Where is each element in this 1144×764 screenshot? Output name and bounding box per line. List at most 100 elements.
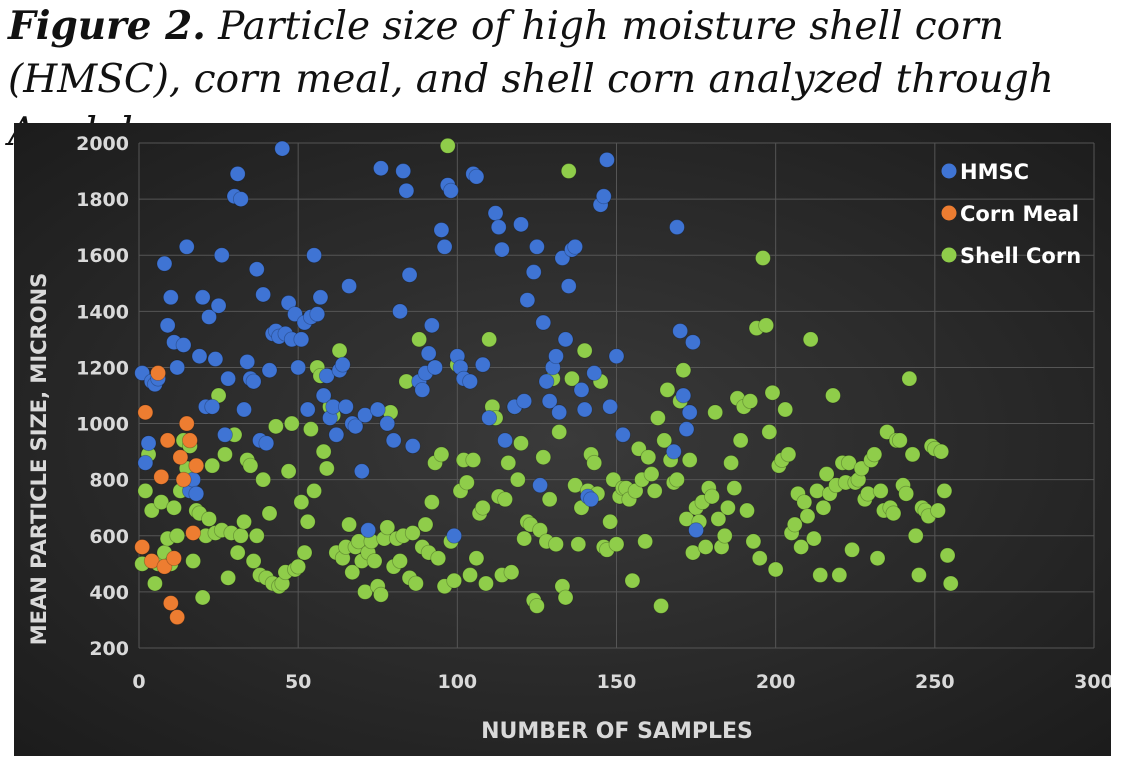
hmsc-point	[385, 432, 402, 449]
hmsc-point	[468, 168, 485, 185]
hmsc-point	[548, 348, 564, 365]
shell-corn-point	[891, 432, 908, 449]
shell-corn-point	[465, 452, 482, 468]
corn-meal-point	[182, 432, 198, 449]
shell-corn-point	[267, 418, 284, 435]
hmsc-point	[423, 317, 440, 334]
hmsc-point	[608, 348, 625, 365]
hmsc-point	[573, 381, 590, 398]
shell-corn-point	[446, 572, 463, 589]
tick-label-layer: 200 400 600 800 1000 1200 1400 1600 1800 2000 0 50 1…	[76, 133, 1111, 693]
shell-corn-point	[417, 516, 434, 533]
hmsc-point	[175, 337, 192, 353]
shell-corn-point	[439, 137, 456, 154]
shell-corn-point	[567, 477, 584, 494]
hmsc-point	[353, 463, 370, 480]
shell-corn-point	[659, 381, 676, 398]
shell-corn-point	[933, 443, 950, 460]
shell-corn-point	[423, 494, 440, 511]
shell-corn-point	[755, 250, 771, 266]
hmsc-point	[379, 415, 396, 432]
corn-meal-point	[143, 553, 160, 569]
hmsc-point	[191, 348, 208, 365]
legend: HMSC Corn Meal Shell Corn	[941, 160, 1081, 268]
hmsc-point	[567, 238, 584, 255]
hmsc-point	[217, 426, 233, 443]
shell-corn-point	[656, 432, 673, 449]
shell-corn-point	[497, 491, 513, 508]
shell-corn-point	[653, 598, 669, 614]
hmsc-point	[255, 286, 272, 303]
shell-corn-point	[481, 331, 498, 348]
x-tick-label: 150	[597, 671, 637, 693]
shell-corn-point	[869, 550, 886, 567]
corn-meal-point	[169, 609, 186, 626]
hmsc-point	[239, 353, 256, 370]
shell-corn-point	[551, 424, 568, 440]
shell-corn-point	[229, 544, 246, 561]
shell-corn-point	[720, 499, 736, 516]
shell-corn-point	[411, 331, 428, 348]
shell-corn-point	[236, 513, 252, 530]
hmsc-point	[213, 247, 230, 264]
hmsc-point	[681, 404, 698, 421]
shell-corn-point	[799, 508, 816, 525]
hmsc-point	[535, 314, 552, 331]
shell-corn-point	[637, 533, 654, 550]
shell-corn-point	[907, 527, 924, 544]
shell-corn-point	[564, 370, 580, 387]
shell-corn-point	[793, 539, 810, 555]
hmsc-point	[261, 362, 278, 379]
shell-corn-point	[516, 530, 533, 547]
hmsc-point	[462, 373, 478, 390]
legend-marker-hmsc	[941, 163, 957, 179]
shell-corn-point	[318, 460, 335, 477]
legend-label-shell-corn: Shell Corn	[960, 244, 1081, 268]
hmsc-point	[529, 238, 545, 255]
hmsc-point	[688, 522, 704, 539]
hmsc-point	[576, 401, 593, 418]
hmsc-point	[487, 205, 504, 222]
shell-corn-point	[560, 163, 577, 179]
hmsc-point	[513, 216, 529, 233]
y-tick-label: 1200	[76, 357, 129, 379]
shell-corn-point	[548, 536, 564, 553]
shell-corn-point	[586, 454, 603, 471]
shell-corn-point	[761, 424, 778, 440]
hmsc-point	[220, 370, 237, 387]
series-corn-meal	[134, 365, 205, 626]
shell-corn-point	[201, 511, 217, 527]
hmsc-point	[360, 522, 377, 539]
hmsc-point	[341, 278, 358, 294]
shell-corn-point	[242, 457, 259, 474]
shell-corn-point	[646, 482, 663, 499]
data-point-layer	[134, 137, 959, 626]
hmsc-point	[427, 359, 443, 376]
shell-corn-point	[815, 499, 832, 516]
hmsc-point	[236, 401, 252, 418]
shell-corn-point	[293, 494, 310, 511]
scatter-chart: 200 400 600 800 1000 1200 1400 1600 1800 2000 0 50 1…	[14, 123, 1111, 756]
shell-corn-point	[911, 567, 927, 583]
y-tick-label: 1600	[76, 245, 129, 267]
shell-corn-point	[602, 513, 619, 530]
hmsc-point	[204, 398, 221, 415]
hmsc-point	[678, 421, 695, 438]
hmsc-point	[446, 527, 463, 544]
hmsc-point	[338, 398, 354, 415]
shell-corn-point	[780, 446, 797, 463]
figure-caption-lead: Figure 2.	[8, 3, 206, 49]
hmsc-point	[137, 454, 154, 471]
series-hmsc	[134, 140, 704, 544]
corn-meal-point	[159, 432, 176, 449]
hmsc-point	[602, 398, 619, 415]
hmsc-point	[541, 393, 558, 410]
hmsc-point	[672, 323, 689, 339]
hmsc-point	[207, 351, 224, 367]
shell-corn-point	[901, 370, 918, 387]
hmsc-point	[404, 438, 421, 454]
hmsc-point	[401, 266, 418, 283]
chart-container: 200 400 600 800 1000 1200 1400 1600 1800 2000 0 50 1…	[14, 123, 1111, 756]
shell-corn-point	[939, 547, 956, 564]
corn-meal-point	[153, 468, 170, 485]
